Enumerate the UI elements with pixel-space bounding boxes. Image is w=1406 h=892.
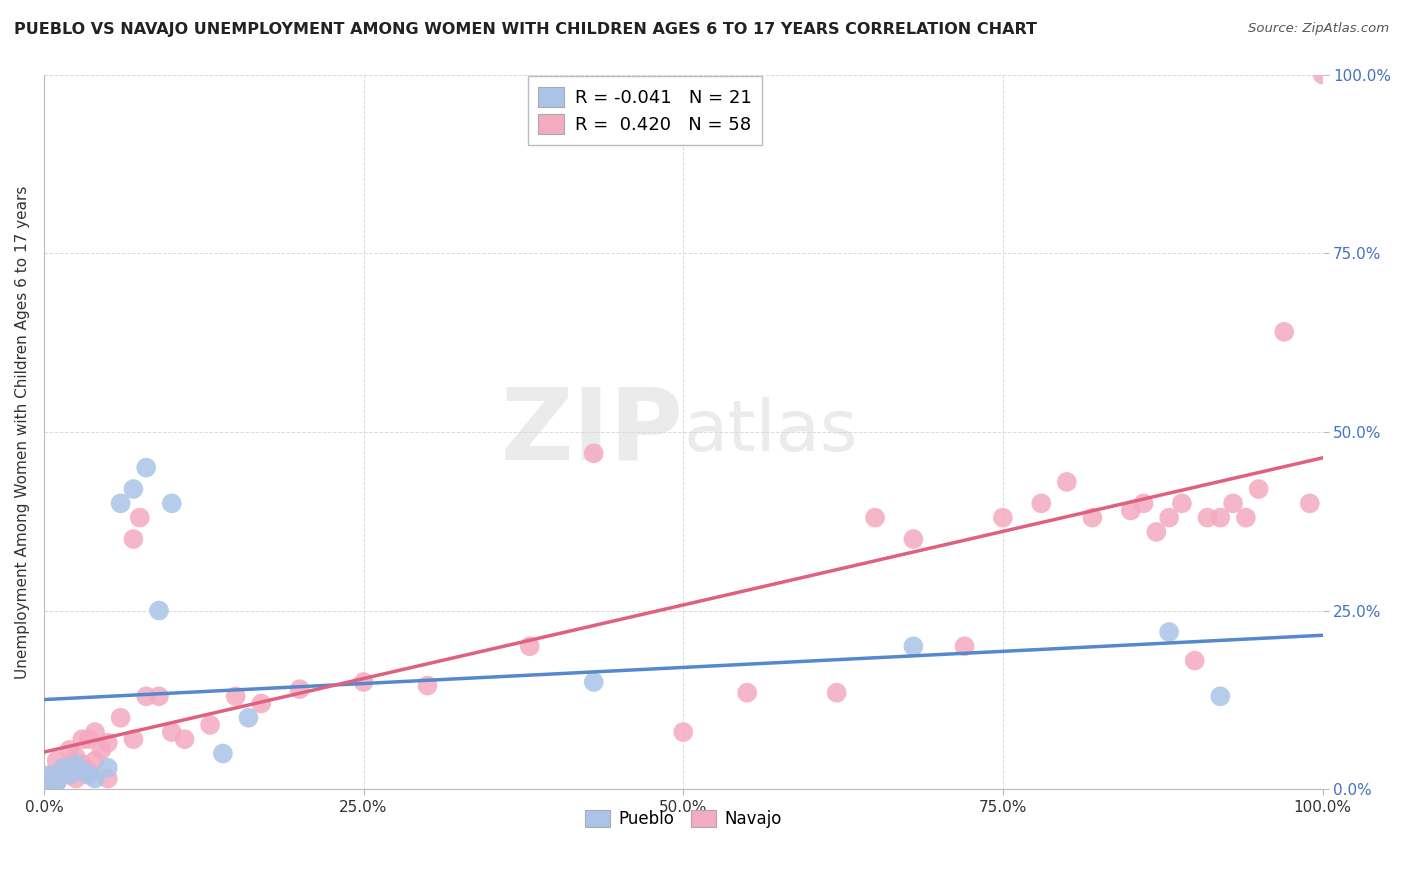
Point	[97, 736, 120, 750]
Point	[416, 679, 439, 693]
Point	[58, 768, 80, 782]
Point	[863, 510, 886, 524]
Point	[70, 757, 93, 772]
Point	[52, 761, 75, 775]
Point	[173, 732, 195, 747]
Point	[1171, 496, 1194, 510]
Point	[1056, 475, 1078, 489]
Point	[1184, 654, 1206, 668]
Point	[58, 764, 80, 779]
Point	[1081, 510, 1104, 524]
Point	[160, 725, 183, 739]
Point	[45, 775, 67, 789]
Point	[45, 775, 67, 789]
Point	[97, 772, 120, 786]
Point	[1159, 510, 1181, 524]
Point	[1234, 510, 1257, 524]
Point	[1247, 482, 1270, 496]
Point	[84, 725, 107, 739]
Point	[225, 690, 247, 704]
Point	[1312, 68, 1334, 82]
Point	[1144, 524, 1167, 539]
Point	[84, 754, 107, 768]
Point	[65, 772, 87, 786]
Point	[39, 768, 62, 782]
Point	[97, 761, 120, 775]
Point	[148, 690, 170, 704]
Point	[148, 603, 170, 617]
Point	[198, 718, 221, 732]
Point	[1222, 496, 1244, 510]
Point	[825, 686, 848, 700]
Point	[52, 761, 75, 775]
Point	[122, 732, 145, 747]
Point	[353, 675, 375, 690]
Point	[1159, 625, 1181, 640]
Point	[45, 754, 67, 768]
Text: PUEBLO VS NAVAJO UNEMPLOYMENT AMONG WOMEN WITH CHILDREN AGES 6 TO 17 YEARS CORRE: PUEBLO VS NAVAJO UNEMPLOYMENT AMONG WOME…	[14, 22, 1038, 37]
Point	[1209, 510, 1232, 524]
Point	[65, 757, 87, 772]
Point	[135, 690, 157, 704]
Point	[122, 532, 145, 546]
Point	[991, 510, 1014, 524]
Point	[582, 446, 605, 460]
Point	[903, 532, 925, 546]
Point	[1209, 690, 1232, 704]
Point	[1031, 496, 1053, 510]
Point	[128, 510, 150, 524]
Point	[1197, 510, 1219, 524]
Point	[77, 764, 100, 779]
Point	[39, 779, 62, 793]
Point	[735, 686, 758, 700]
Point	[672, 725, 695, 739]
Point	[250, 697, 273, 711]
Point	[77, 732, 100, 747]
Point	[160, 496, 183, 510]
Point	[288, 682, 311, 697]
Point	[903, 640, 925, 654]
Point	[1299, 496, 1322, 510]
Text: ZIP: ZIP	[501, 384, 683, 481]
Point	[238, 711, 260, 725]
Point	[1119, 503, 1142, 517]
Point	[1272, 325, 1295, 339]
Point	[58, 743, 80, 757]
Point	[39, 779, 62, 793]
Point	[122, 482, 145, 496]
Point	[110, 496, 132, 510]
Point	[582, 675, 605, 690]
Legend: Pueblo, Navajo: Pueblo, Navajo	[578, 803, 789, 835]
Point	[39, 768, 62, 782]
Point	[135, 460, 157, 475]
Point	[77, 768, 100, 782]
Point	[953, 640, 976, 654]
Point	[65, 750, 87, 764]
Point	[70, 764, 93, 779]
Point	[1132, 496, 1154, 510]
Point	[212, 747, 235, 761]
Point	[84, 772, 107, 786]
Y-axis label: Unemployment Among Women with Children Ages 6 to 17 years: Unemployment Among Women with Children A…	[15, 186, 30, 679]
Point	[70, 732, 93, 747]
Text: Source: ZipAtlas.com: Source: ZipAtlas.com	[1249, 22, 1389, 36]
Text: atlas: atlas	[683, 397, 858, 467]
Point	[110, 711, 132, 725]
Point	[90, 743, 112, 757]
Point	[519, 640, 541, 654]
